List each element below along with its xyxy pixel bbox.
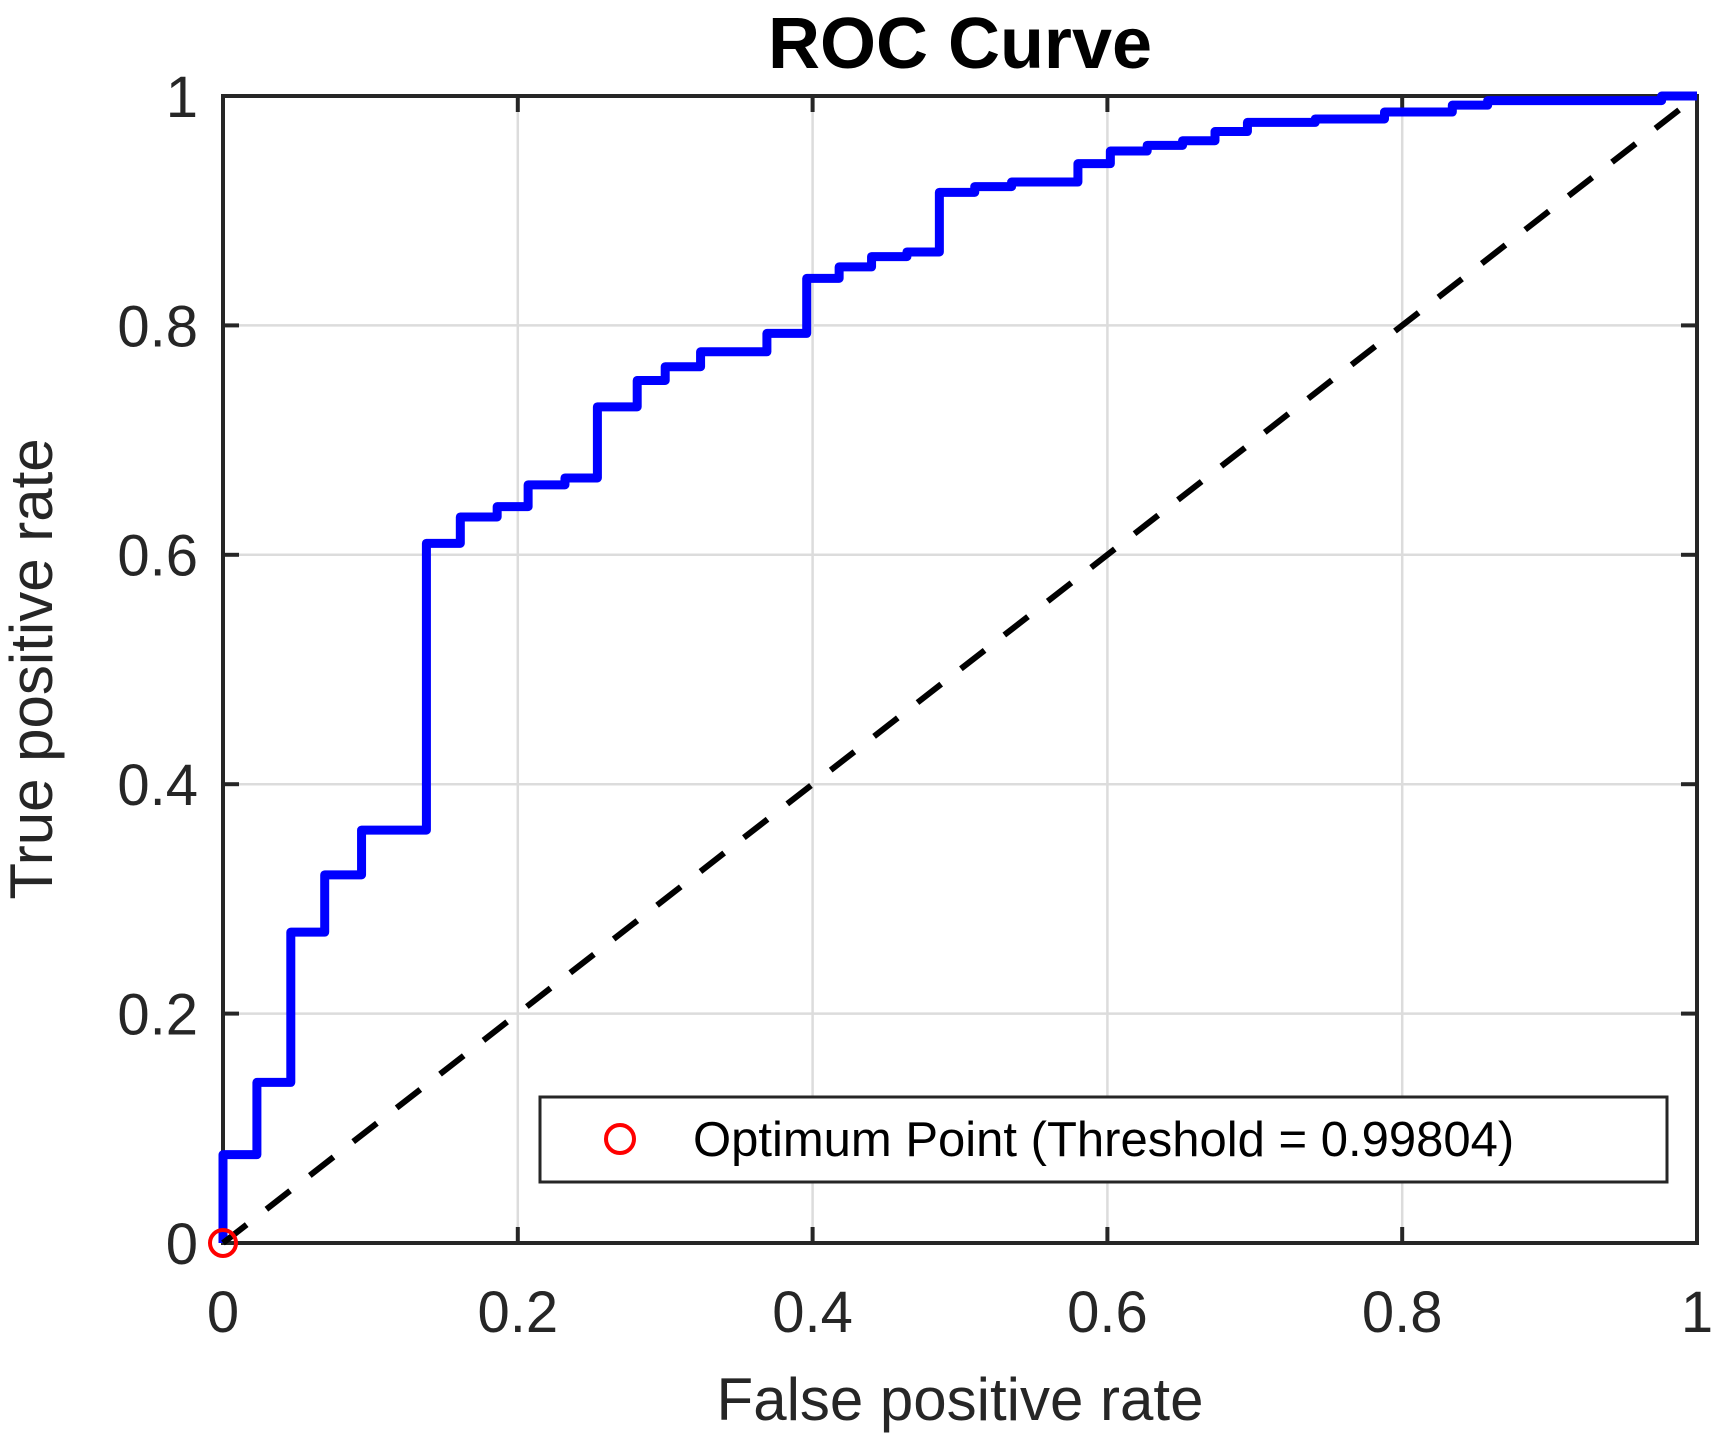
tick-label-layer: 0 0.2 0.4 0.6 0.8 1 0 0.2 0.4 0.6 0.8 1 xyxy=(117,65,1713,1345)
plot-border xyxy=(221,94,1699,1245)
legend: Optimum Point (Threshold = 0.99804) xyxy=(538,1095,1669,1184)
optimum-point-marker xyxy=(208,1228,238,1258)
y-tick-label: 0.4 xyxy=(117,753,198,818)
y-tick-label: 0.8 xyxy=(117,294,198,359)
y-axis-label: True positive rate xyxy=(0,438,65,899)
y-tick-label: 0.6 xyxy=(117,524,198,589)
legend-optimum-circle-icon xyxy=(604,1123,636,1155)
series-layer xyxy=(208,91,1699,1258)
x-axis-label: False positive rate xyxy=(717,1366,1204,1433)
chart-title: ROC Curve xyxy=(768,4,1152,84)
tick-layer xyxy=(221,94,1699,1245)
x-tick-label: 0 xyxy=(207,1280,239,1345)
y-tick-label: 0.2 xyxy=(117,982,198,1047)
y-tick-label: 0 xyxy=(166,1212,198,1277)
x-tick-label: 1 xyxy=(1681,1280,1713,1345)
grid-layer xyxy=(223,96,1697,1243)
roc-curve-line xyxy=(218,91,1697,1243)
legend-box xyxy=(538,1095,1669,1184)
y-tick-label: 1 xyxy=(166,65,198,130)
chance-diagonal-line xyxy=(221,93,1699,1246)
x-tick-label: 0.4 xyxy=(772,1280,853,1345)
x-tick-label: 0.8 xyxy=(1362,1280,1443,1345)
x-tick-label: 0.6 xyxy=(1067,1280,1148,1345)
legend-label: Optimum Point (Threshold = 0.99804) xyxy=(693,1113,1514,1167)
x-tick-label: 0.2 xyxy=(477,1280,558,1345)
